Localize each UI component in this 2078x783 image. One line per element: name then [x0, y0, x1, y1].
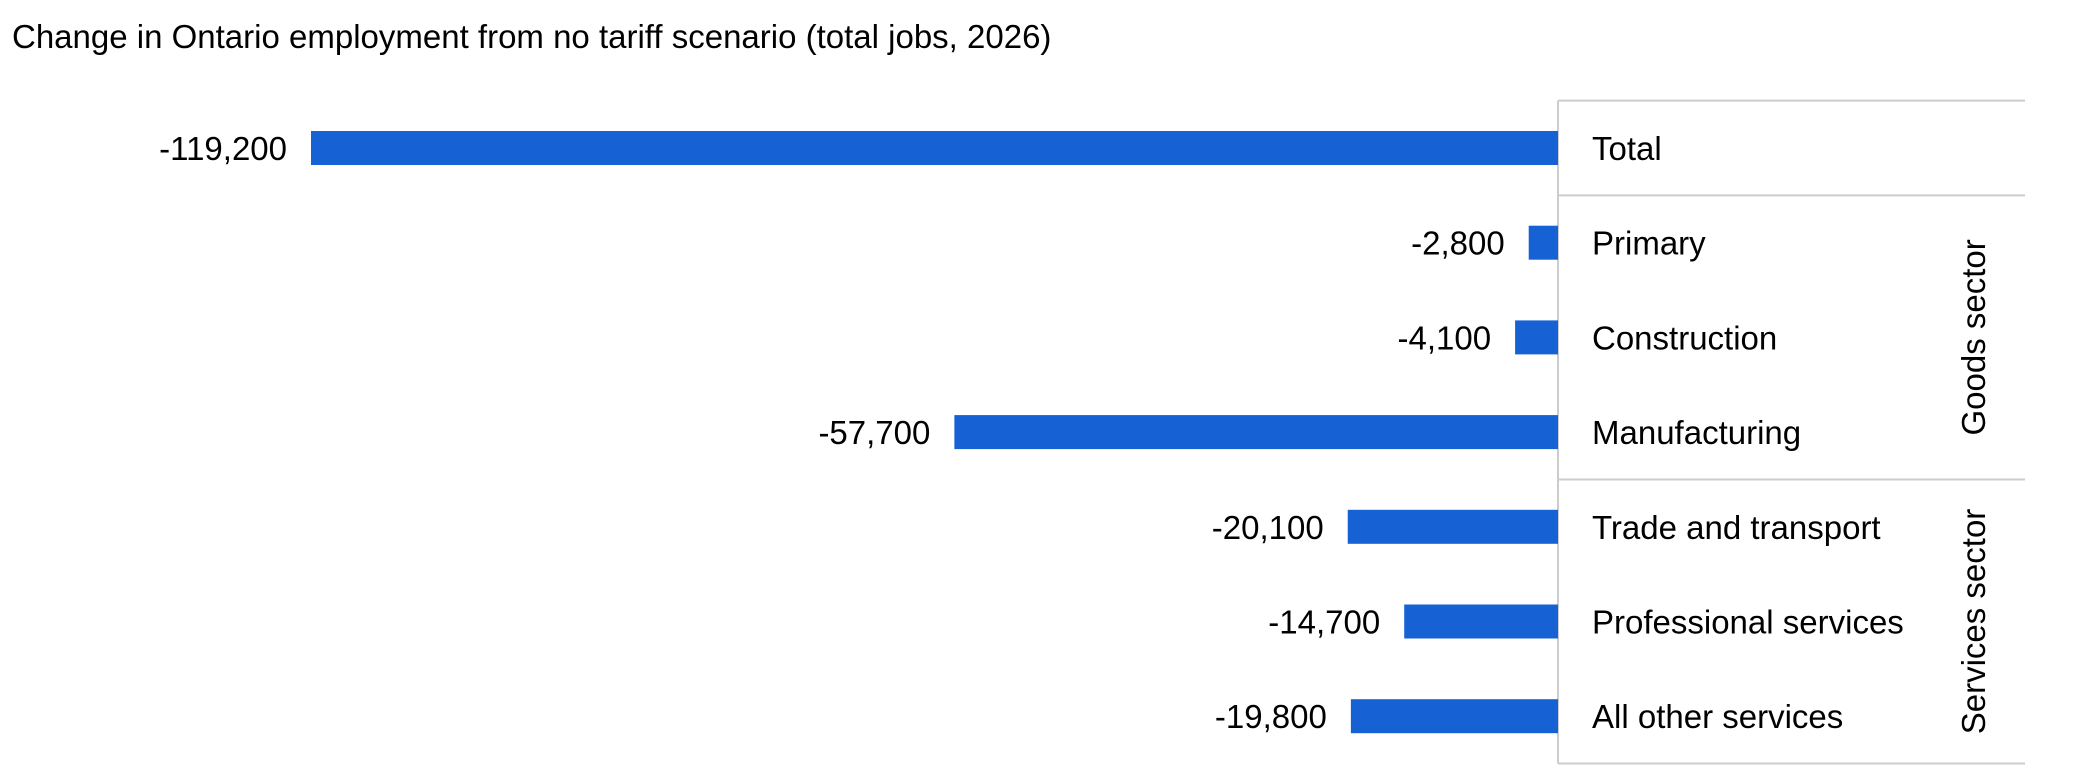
bar-professional-services — [1404, 604, 1558, 639]
value-label: -14,700 — [1268, 604, 1380, 641]
value-label: -20,100 — [1212, 509, 1324, 546]
value-label: -4,100 — [1398, 319, 1492, 356]
category-label: Total — [1592, 130, 1662, 167]
category-label: Professional services — [1592, 604, 1904, 641]
group-label-services-sector: Services sector — [1955, 509, 1992, 735]
category-label: All other services — [1592, 698, 1843, 735]
bar-primary — [1528, 225, 1558, 260]
category-label: Primary — [1592, 225, 1706, 262]
category-label: Construction — [1592, 319, 1777, 356]
category-label: Manufacturing — [1592, 414, 1801, 451]
value-label: -57,700 — [818, 414, 930, 451]
bar-all-other-services — [1350, 699, 1558, 734]
bar-manufacturing — [954, 415, 1558, 450]
value-label: -119,200 — [159, 130, 287, 167]
value-label: -19,800 — [1215, 698, 1327, 735]
bar-construction — [1515, 320, 1558, 355]
value-label: -2,800 — [1411, 225, 1505, 262]
bars-group — [311, 131, 1558, 734]
value-labels-group: -119,200 -2,800 -4,100 -57,700 -20,100 -14,70… — [159, 130, 1505, 735]
group-label-goods-sector: Goods sector — [1955, 239, 1992, 435]
group-labels-group: Goods sector Services sector — [1955, 239, 1992, 734]
bar-total — [311, 131, 1558, 165]
category-label: Trade and transport — [1592, 509, 1881, 546]
category-labels-group: Total Primary Construction Manufacturing Tra… — [1592, 130, 1904, 735]
bar-trade-and-transport — [1347, 509, 1558, 544]
chart-title: Change in Ontario employment from no tar… — [12, 18, 1051, 55]
